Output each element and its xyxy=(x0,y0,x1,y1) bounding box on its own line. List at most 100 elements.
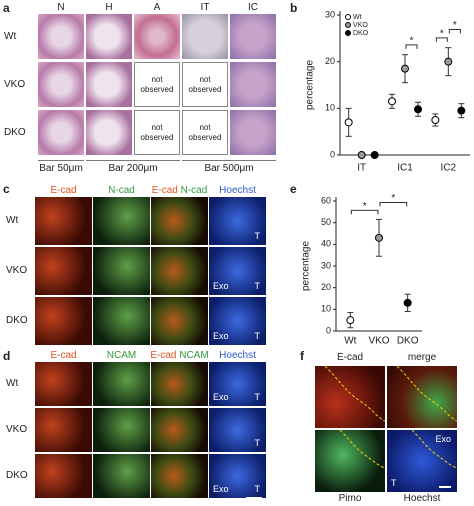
micrograph xyxy=(35,247,92,295)
micrograph xyxy=(93,297,150,345)
border-line xyxy=(396,366,457,422)
overlay-label: Exo xyxy=(213,281,229,291)
row-label: DKO xyxy=(4,126,26,138)
legend-marker xyxy=(345,14,351,20)
border-line xyxy=(339,430,385,469)
data-point xyxy=(457,106,466,115)
legend-label: Wt xyxy=(353,14,362,21)
column-header: NCAM xyxy=(107,351,136,361)
x-tick-label: DKO xyxy=(397,336,419,347)
header-word: Hoechst xyxy=(219,185,256,196)
not-observed-cell: not observed xyxy=(134,62,180,107)
row-label: Wt xyxy=(6,215,19,226)
micrograph xyxy=(86,62,132,107)
column-header: E-cad N-cad xyxy=(152,186,208,196)
not-observed-cell: not observed xyxy=(182,110,228,155)
column-header: IC xyxy=(248,2,258,13)
micrograph xyxy=(134,14,180,59)
micrograph xyxy=(35,408,92,452)
micrograph xyxy=(86,14,132,59)
y-tick-label: 0 xyxy=(326,325,331,335)
data-point xyxy=(344,118,353,127)
overlay-label: T xyxy=(254,281,261,291)
column-header: Hoechst xyxy=(219,351,256,361)
header-word: N-cad xyxy=(108,185,135,196)
y-tick-label: 20 xyxy=(325,56,335,66)
row-label: VKO xyxy=(6,265,28,276)
micrograph: Exo T xyxy=(209,454,266,498)
column-header: E-cad xyxy=(336,352,364,363)
micrograph xyxy=(93,247,150,295)
row-label: VKO xyxy=(6,424,28,435)
y-tick-label: 30 xyxy=(325,9,335,19)
micrograph xyxy=(230,14,276,59)
scale-bar-label: Bar 500μm xyxy=(204,163,254,174)
border-line xyxy=(411,430,457,469)
micrograph xyxy=(93,408,150,452)
micrograph xyxy=(86,110,132,155)
column-header: merge xyxy=(407,352,437,363)
header-word: E-cad xyxy=(151,185,181,196)
panel-letter: d xyxy=(3,349,11,363)
micrograph: Exo T xyxy=(209,297,266,345)
micrograph xyxy=(38,110,84,155)
y-tick-label: 20 xyxy=(321,282,331,292)
header-word: E-cad xyxy=(50,350,77,361)
y-tick-label: 0 xyxy=(330,149,335,159)
scale-bar xyxy=(439,486,451,488)
micrograph xyxy=(151,297,208,345)
overlay-label: T xyxy=(254,438,261,448)
data-point xyxy=(414,105,422,114)
micrograph: Exo T xyxy=(209,247,266,295)
x-tick-label: VKO xyxy=(368,336,389,347)
not-observed-cell: not observed xyxy=(134,110,180,155)
header-word: Hoechst xyxy=(219,350,256,361)
data-point xyxy=(388,97,396,106)
micrograph: T xyxy=(209,197,266,245)
data-point xyxy=(357,151,366,159)
y-tick-label: 50 xyxy=(321,217,331,227)
scale-bar-label: Bar 50μm xyxy=(39,163,83,174)
column-header: E-cad xyxy=(50,186,76,196)
column-label: Hoechst xyxy=(403,493,441,504)
overlay-label: T xyxy=(254,484,261,494)
significance-label: * xyxy=(453,20,457,31)
y-axis-label: percentage xyxy=(305,60,316,110)
row-label: DKO xyxy=(6,315,28,326)
micrograph: Exo T xyxy=(387,430,457,492)
overlay-label: T xyxy=(254,392,261,402)
column-header: N xyxy=(57,2,65,13)
data-point xyxy=(401,64,409,73)
micrograph xyxy=(315,366,385,428)
micrograph xyxy=(182,14,228,59)
x-tick-label: IT xyxy=(357,163,366,174)
data-point xyxy=(444,57,453,66)
panel-letter: e xyxy=(290,182,297,196)
y-tick-label: 10 xyxy=(321,304,331,314)
micrograph: T xyxy=(209,408,266,452)
column-header: A xyxy=(153,2,161,13)
micrograph xyxy=(151,362,208,406)
significance-bracket xyxy=(379,202,408,207)
micrograph xyxy=(387,366,457,428)
overlay-label: T xyxy=(391,478,397,488)
row-label: Wt xyxy=(6,378,19,389)
micrograph xyxy=(35,454,92,498)
significance-label: * xyxy=(410,36,414,47)
column-header: IT xyxy=(200,2,210,13)
header-word: E-cad xyxy=(150,350,180,361)
group-line xyxy=(38,160,84,161)
micrograph xyxy=(35,362,92,406)
micrograph xyxy=(93,362,150,406)
micrograph xyxy=(151,197,208,245)
significance-bracket xyxy=(448,28,461,34)
overlay-label: T xyxy=(254,331,261,341)
header-word: NCAM xyxy=(179,350,209,361)
scale-bar-label: Bar 200μm xyxy=(108,163,158,174)
column-label: Pimo xyxy=(338,493,362,504)
micrograph xyxy=(93,454,150,498)
overlay-label: Exo xyxy=(213,331,229,341)
y-tick-label: 30 xyxy=(321,260,331,270)
